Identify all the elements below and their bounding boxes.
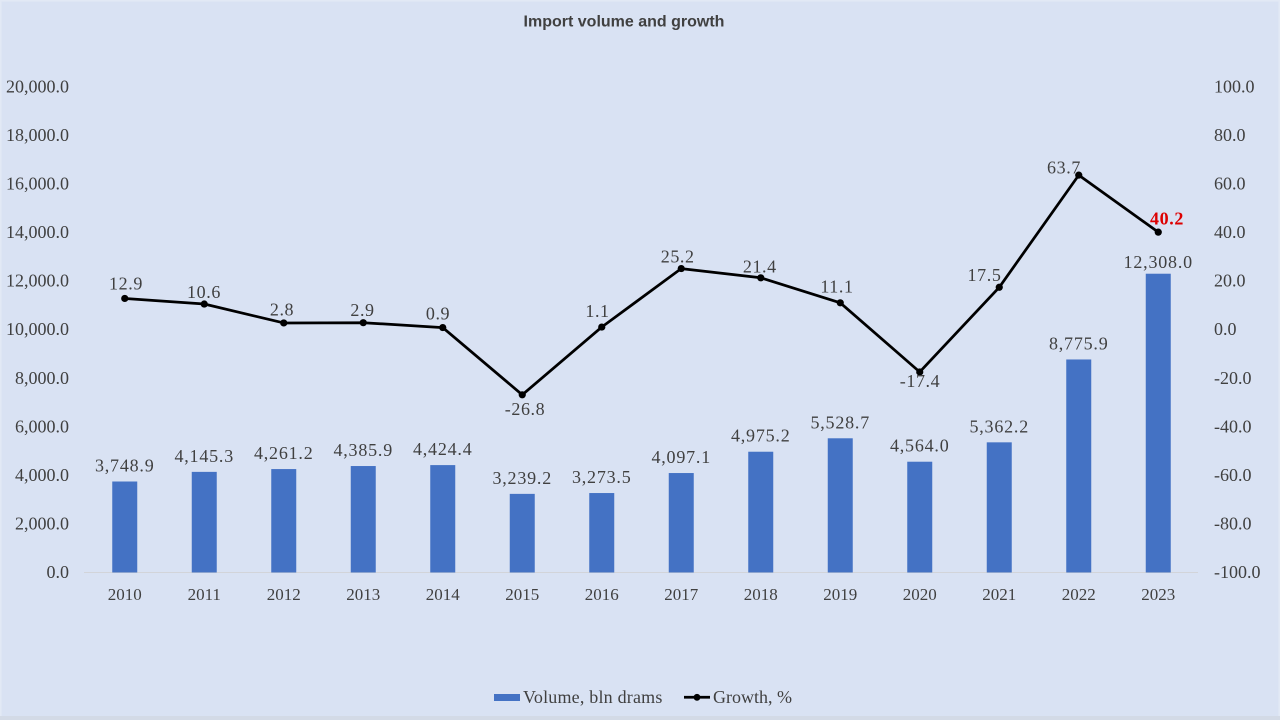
svg-text:0.9: 0.9: [426, 304, 450, 324]
svg-text:12.9: 12.9: [109, 274, 143, 294]
svg-text:0.0: 0.0: [47, 562, 70, 582]
svg-text:40.0: 40.0: [1214, 222, 1246, 242]
svg-text:10,000.0: 10,000.0: [6, 319, 69, 339]
svg-text:2014: 2014: [426, 585, 461, 604]
svg-text:18,000.0: 18,000.0: [6, 125, 69, 145]
svg-text:60.0: 60.0: [1214, 174, 1246, 194]
svg-text:-80.0: -80.0: [1214, 514, 1252, 534]
svg-text:2018: 2018: [744, 585, 778, 604]
svg-text:8,000.0: 8,000.0: [15, 368, 69, 388]
svg-text:12,000.0: 12,000.0: [6, 271, 69, 291]
svg-text:2013: 2013: [346, 585, 380, 604]
svg-text:4,000.0: 4,000.0: [15, 465, 69, 485]
svg-text:Volume, bln drams: Volume, bln drams: [523, 687, 663, 707]
svg-text:8,775.9: 8,775.9: [1049, 334, 1109, 354]
svg-text:-100.0: -100.0: [1214, 562, 1261, 582]
svg-text:2022: 2022: [1062, 585, 1096, 604]
svg-text:2012: 2012: [267, 585, 301, 604]
svg-text:Growth, %: Growth, %: [713, 687, 792, 707]
svg-text:6,000.0: 6,000.0: [15, 416, 69, 436]
svg-text:4,385.9: 4,385.9: [333, 440, 393, 460]
svg-text:-60.0: -60.0: [1214, 465, 1252, 485]
svg-text:Import volume and growth: Import volume and growth: [524, 14, 725, 31]
svg-text:2017: 2017: [664, 585, 699, 604]
svg-text:2011: 2011: [188, 585, 221, 604]
svg-text:63.7: 63.7: [1047, 158, 1081, 178]
svg-text:100.0: 100.0: [1214, 77, 1255, 97]
svg-text:-20.0: -20.0: [1214, 368, 1252, 388]
svg-text:3,748.9: 3,748.9: [95, 456, 155, 476]
svg-text:-40.0: -40.0: [1214, 416, 1252, 436]
svg-text:11.1: 11.1: [820, 277, 853, 297]
svg-text:3,273.5: 3,273.5: [572, 467, 632, 487]
svg-text:80.0: 80.0: [1214, 125, 1246, 145]
svg-text:2021: 2021: [982, 585, 1016, 604]
svg-text:4,424.4: 4,424.4: [413, 439, 473, 459]
svg-text:25.2: 25.2: [661, 247, 695, 267]
svg-text:1.1: 1.1: [585, 301, 609, 321]
svg-text:2010: 2010: [108, 585, 142, 604]
svg-text:20,000.0: 20,000.0: [6, 77, 69, 97]
svg-text:10.6: 10.6: [187, 282, 221, 302]
svg-text:2016: 2016: [585, 585, 619, 604]
svg-text:40.2: 40.2: [1150, 209, 1184, 229]
svg-text:5,362.2: 5,362.2: [969, 416, 1029, 436]
svg-text:5,528.7: 5,528.7: [810, 412, 870, 432]
svg-text:12,308.0: 12,308.0: [1124, 252, 1193, 272]
svg-text:0.0: 0.0: [1214, 319, 1237, 339]
svg-text:2,000.0: 2,000.0: [15, 514, 69, 534]
svg-text:2023: 2023: [1141, 585, 1175, 604]
svg-text:16,000.0: 16,000.0: [6, 174, 69, 194]
svg-text:4,145.3: 4,145.3: [174, 446, 234, 466]
svg-text:3,239.2: 3,239.2: [492, 468, 552, 488]
svg-text:20.0: 20.0: [1214, 271, 1246, 291]
svg-text:2.9: 2.9: [350, 300, 374, 320]
svg-text:14,000.0: 14,000.0: [6, 222, 69, 242]
svg-text:2.8: 2.8: [270, 300, 294, 320]
svg-text:4,975.2: 4,975.2: [731, 426, 791, 446]
svg-text:2019: 2019: [823, 585, 857, 604]
svg-text:4,564.0: 4,564.0: [890, 436, 950, 456]
svg-text:17.5: 17.5: [968, 265, 1002, 285]
svg-text:4,097.1: 4,097.1: [651, 447, 711, 467]
svg-text:2015: 2015: [505, 585, 539, 604]
svg-text:-26.8: -26.8: [505, 399, 546, 419]
svg-text:-17.4: -17.4: [900, 371, 941, 391]
svg-text:2020: 2020: [903, 585, 937, 604]
svg-text:4,261.2: 4,261.2: [254, 443, 314, 463]
svg-text:21.4: 21.4: [743, 257, 777, 277]
